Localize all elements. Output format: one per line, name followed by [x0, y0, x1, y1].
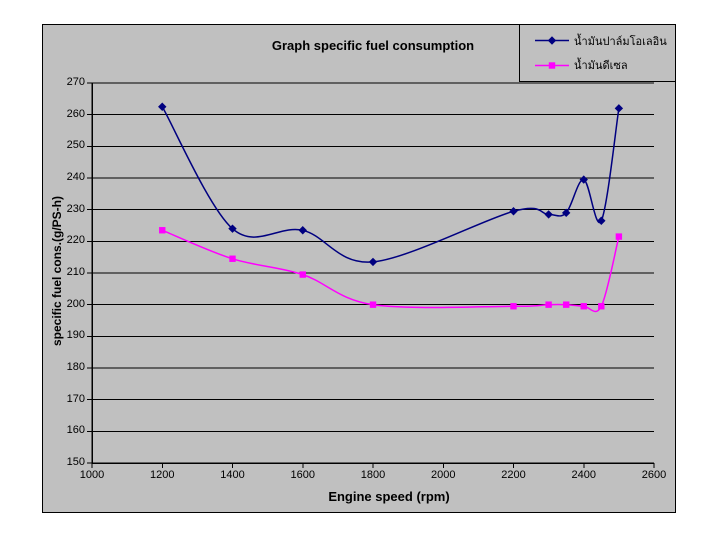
chart-title: Graph specific fuel consumption	[271, 38, 475, 53]
series-1-marker	[580, 303, 587, 310]
series-line-0	[161, 106, 620, 263]
series-0-marker	[228, 224, 237, 233]
y-tick-label: 220	[66, 234, 85, 247]
x-tick-label: 1200	[150, 469, 175, 481]
y-tick-label: 180	[66, 361, 85, 373]
x-tick-label: 1800	[360, 469, 386, 481]
x-axis-title: Engine speed (rpm)	[328, 489, 450, 504]
series-1-marker	[159, 227, 166, 234]
legend-item-0: น้ำมันปาล์มโอเลอิน	[535, 32, 675, 50]
plot-area	[87, 82, 655, 468]
x-tick-label: 1000	[79, 469, 105, 481]
series-1-marker	[545, 301, 552, 308]
series-0-marker	[544, 210, 553, 219]
x-tick-label: 2200	[501, 469, 526, 481]
y-tick-label: 230	[66, 202, 85, 215]
series-0-marker	[509, 207, 518, 216]
legend-label: น้ำมันปาล์มโอเลอิน	[574, 35, 667, 48]
y-tick-label: 270	[66, 76, 85, 88]
x-tick-label: 2600	[641, 469, 667, 481]
y-tick-label: 190	[66, 329, 85, 342]
y-tick-label: 250	[66, 139, 85, 152]
series-1-marker	[615, 233, 623, 240]
series-1-marker	[510, 303, 517, 310]
legend-item-1: น้ำมันดีเซล	[535, 56, 675, 74]
diamond-marker-icon	[535, 36, 569, 45]
series-0-marker	[561, 208, 571, 218]
series-0-marker	[597, 216, 606, 225]
series-line-1	[162, 229, 620, 313]
fuel-consumption-chart: Graph specific fuel consumption specific…	[42, 24, 676, 513]
y-tick-label: 260	[66, 107, 85, 120]
series-0-marker	[614, 104, 624, 113]
series-0-marker	[298, 226, 307, 235]
series-1-marker	[598, 303, 605, 310]
square-marker-icon	[535, 62, 569, 69]
legend-label: น้ำมันดีเซล	[574, 60, 628, 73]
series-0-marker	[158, 102, 167, 111]
x-tick-label: 1600	[290, 469, 315, 481]
x-tick-label: 1400	[220, 469, 245, 481]
y-tick-label: 150	[66, 456, 85, 468]
legend: น้ำมันปาล์มโอเลอินน้ำมันดีเซล	[519, 24, 676, 82]
y-tick-label: 240	[66, 171, 85, 183]
series-1-marker	[562, 301, 570, 308]
series-0-marker	[579, 175, 588, 184]
y-tick-label: 160	[66, 424, 85, 437]
series-0-marker	[368, 257, 378, 267]
series-1-marker	[369, 301, 377, 308]
y-tick-label: 170	[66, 392, 85, 405]
y-tick-label: 210	[66, 266, 85, 278]
x-tick-label: 2400	[571, 469, 596, 481]
series-1-marker	[299, 271, 306, 278]
y-tick-label: 200	[66, 297, 85, 310]
x-tick-label: 2000	[431, 469, 456, 481]
series-1-marker	[229, 255, 236, 262]
